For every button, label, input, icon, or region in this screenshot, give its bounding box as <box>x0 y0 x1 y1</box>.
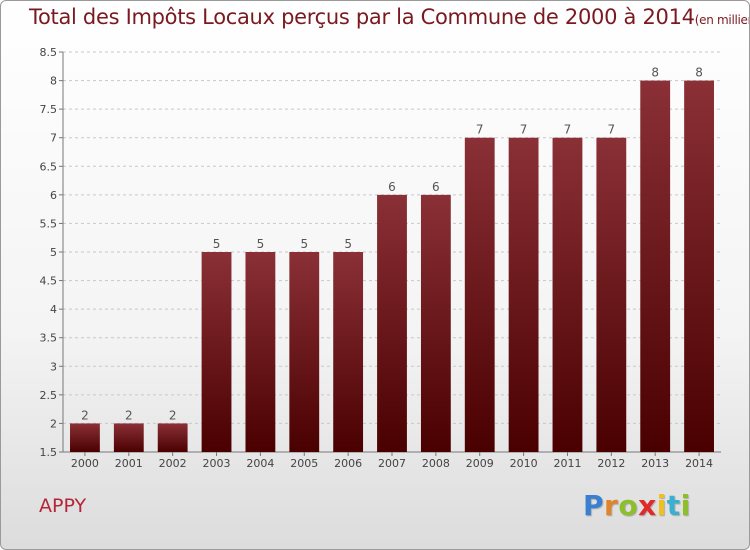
bar-value-label: 7 <box>608 123 616 137</box>
bar <box>420 194 451 452</box>
bar-value-label: 6 <box>388 180 396 194</box>
bar-value-label: 5 <box>213 237 221 251</box>
x-tick-label: 2003 <box>203 457 231 470</box>
y-tick-label: 5.5 <box>40 217 58 230</box>
x-tick-label: 2001 <box>115 457 143 470</box>
labels: 1.5 2 2.5 3 3.5 4 4.5 5 5.5 6 6.5 7 7.5 8 8.5 2 2000 2 200… <box>40 46 714 470</box>
bar <box>245 252 276 452</box>
bar <box>552 137 583 452</box>
y-tick-label: 6.5 <box>40 160 58 173</box>
bar-value-label: 7 <box>520 123 528 137</box>
commune-name: APPY <box>39 495 87 517</box>
chart-title: Total des Impôts Locaux perçus par la Co… <box>29 5 749 29</box>
bars <box>70 80 714 453</box>
y-tick-label: 1.5 <box>40 446 58 459</box>
bar <box>289 252 320 452</box>
bar <box>684 80 714 453</box>
y-tick-label: 7.5 <box>40 103 58 116</box>
x-tick-label: 2013 <box>641 457 669 470</box>
x-tick-label: 2006 <box>334 457 362 470</box>
bar-value-label: 6 <box>432 180 440 194</box>
bar <box>464 137 495 452</box>
y-tick-label: 4 <box>50 303 57 316</box>
bar <box>70 423 100 452</box>
y-tick-label: 3.5 <box>40 332 58 345</box>
logo-letter: i <box>680 489 691 522</box>
bar <box>333 252 364 452</box>
bar <box>640 80 671 453</box>
bar <box>508 137 539 452</box>
logo-letter: o <box>618 489 639 522</box>
x-tick-label: 2005 <box>290 457 318 470</box>
x-tick-label: 2010 <box>510 457 538 470</box>
x-tick-label: 2007 <box>378 457 406 470</box>
bar-value-label: 5 <box>300 237 308 251</box>
bar <box>377 194 407 452</box>
x-tick-label: 2009 <box>466 457 494 470</box>
bar <box>201 252 232 452</box>
y-tick-label: 7 <box>50 132 57 145</box>
title-text: Total des Impôts Locaux perçus par la Co… <box>29 5 695 29</box>
y-tick-label: 5 <box>50 246 57 259</box>
bar-value-label: 5 <box>344 237 352 251</box>
bar-value-label: 2 <box>81 408 89 422</box>
bar-value-label: 2 <box>125 408 133 422</box>
x-tick-label: 2011 <box>553 457 581 470</box>
bar-value-label: 7 <box>564 123 572 137</box>
x-tick-label: 2000 <box>71 457 99 470</box>
x-tick-label: 2008 <box>422 457 450 470</box>
bar <box>157 423 188 452</box>
logo-letter: x <box>638 489 657 522</box>
title-unit: (en milliers d'€) <box>694 13 749 27</box>
y-tick-label: 8 <box>50 75 57 88</box>
y-tick-label: 3 <box>50 360 57 373</box>
logo-letter: t <box>666 489 681 522</box>
bar <box>596 137 627 452</box>
logo-letter: i <box>656 489 667 522</box>
x-tick-label: 2002 <box>159 457 187 470</box>
logo-letter: P <box>583 489 605 522</box>
y-tick-label: 6 <box>50 189 57 202</box>
y-tick-label: 4.5 <box>40 275 58 288</box>
proxiti-logo[interactable]: Proxiti <box>583 489 691 522</box>
x-tick-label: 2004 <box>246 457 274 470</box>
bar-value-label: 2 <box>169 408 177 422</box>
bar-value-label: 5 <box>257 237 265 251</box>
bar-value-label: 8 <box>695 66 703 80</box>
x-tick-label: 2012 <box>597 457 625 470</box>
bar <box>113 423 144 452</box>
y-tick-label: 8.5 <box>40 46 58 59</box>
bar-value-label: 7 <box>476 123 484 137</box>
y-tick-label: 2 <box>50 417 57 430</box>
x-tick-label: 2014 <box>685 457 713 470</box>
y-tick-label: 2.5 <box>40 389 58 402</box>
logo-letter: r <box>604 489 619 522</box>
bar-value-label: 8 <box>651 66 659 80</box>
